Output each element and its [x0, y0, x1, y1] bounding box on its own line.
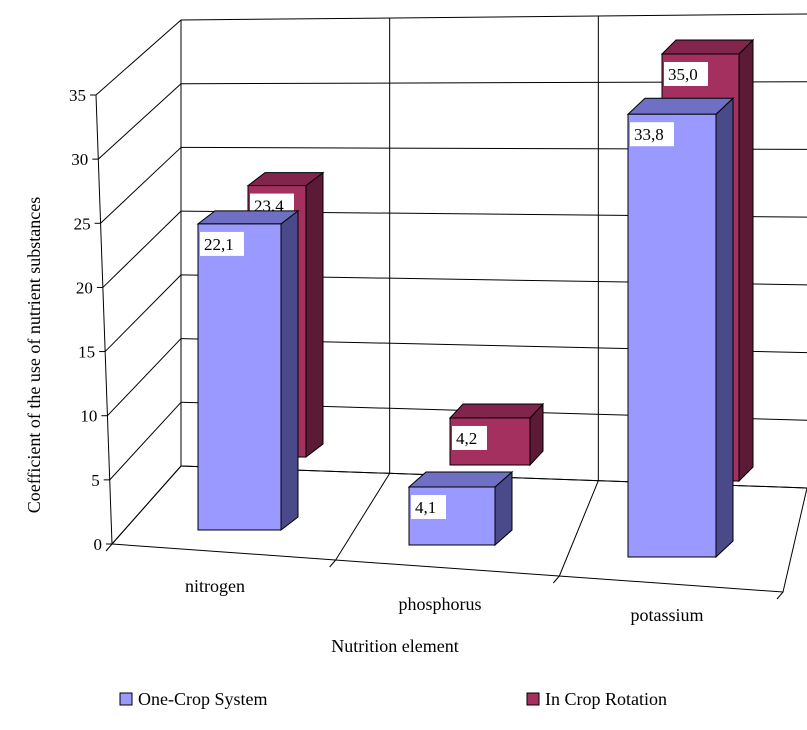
y-tick-labels: 0 5 10 15 20 25 30 35: [69, 86, 112, 554]
data-label-bg: [200, 231, 244, 256]
x-category-labels: nitrogen phosphorus potassium: [185, 576, 704, 625]
legend-label-one-crop: One-Crop System: [138, 689, 268, 709]
x-category-label: nitrogen: [185, 576, 245, 596]
gridline-side: [102, 210, 182, 288]
bar-side: [715, 97, 734, 559]
x-tick-mark: [105, 543, 113, 552]
y-tick-label: 25: [74, 214, 91, 233]
bar-top: [196, 210, 300, 225]
x-axis-label: Nutrition element: [331, 636, 458, 656]
bar-front: [197, 223, 282, 531]
gridline-side: [100, 147, 182, 224]
y-tick-label: 20: [76, 278, 93, 297]
data-label-bg: [630, 122, 674, 147]
y-tick-label: 10: [80, 407, 97, 426]
x-category-label: potassium: [630, 605, 703, 625]
data-label: 4,1: [415, 498, 436, 517]
gridline-side: [107, 338, 182, 417]
y-tick-label: 0: [94, 535, 103, 554]
legend-label-rotation: In Crop Rotation: [545, 689, 667, 709]
data-label: 4,2: [456, 429, 477, 448]
bars-layer: 23,44,235,022,14,133,8: [196, 38, 755, 559]
gridline-back: [180, 13, 807, 21]
gridline-side: [95, 19, 182, 96]
y-axis-line: [95, 94, 113, 545]
y-tick-label: 15: [78, 343, 95, 362]
bar-top: [448, 403, 545, 419]
gridline-side: [109, 401, 182, 481]
floor-divider: [558, 480, 599, 577]
bar-rotation-phosphorus: 4,2: [448, 402, 545, 467]
bar-side: [738, 38, 754, 483]
bar-side: [280, 209, 299, 532]
bar-side: [305, 171, 324, 459]
data-label-bg: [452, 425, 487, 450]
bar-top: [407, 471, 514, 488]
x-tick-mark: [776, 591, 784, 600]
bar-one_crop-nitrogen: 22,1: [196, 209, 300, 532]
gridline-side: [97, 83, 182, 160]
bar-top: [626, 97, 735, 115]
y-axis-label: Coefficient of the use of nutrient subst…: [24, 197, 44, 514]
bar-front: [449, 417, 531, 466]
legend-item-one-crop: One-Crop System: [119, 689, 268, 709]
legend-item-rotation: In Crop Rotation: [526, 689, 667, 709]
y-tick-label: 35: [69, 86, 86, 105]
floor-divider: [335, 473, 391, 561]
data-label: 22,1: [204, 235, 234, 254]
gridline-side: [104, 274, 182, 352]
data-label: 35,0: [668, 65, 698, 84]
legend: One-Crop System In Crop Rotation: [119, 689, 667, 709]
data-label-bg: [664, 62, 708, 86]
y-tick-label: 5: [91, 471, 100, 490]
bar-one_crop-phosphorus: 4,1: [407, 470, 514, 547]
bar-one_crop-potassium: 33,8: [626, 97, 735, 559]
data-label-bg: [411, 494, 446, 519]
legend-swatch-rotation: [526, 692, 540, 706]
legend-swatch-one-crop: [119, 692, 133, 706]
x-category-label: phosphorus: [398, 594, 481, 614]
bar-front: [627, 113, 717, 558]
x-tick-mark: [329, 559, 337, 568]
y-tick-label: 30: [71, 150, 88, 169]
bar-top: [660, 39, 755, 55]
x-tick-mark: [552, 575, 560, 584]
data-label: 33,8: [634, 125, 664, 144]
